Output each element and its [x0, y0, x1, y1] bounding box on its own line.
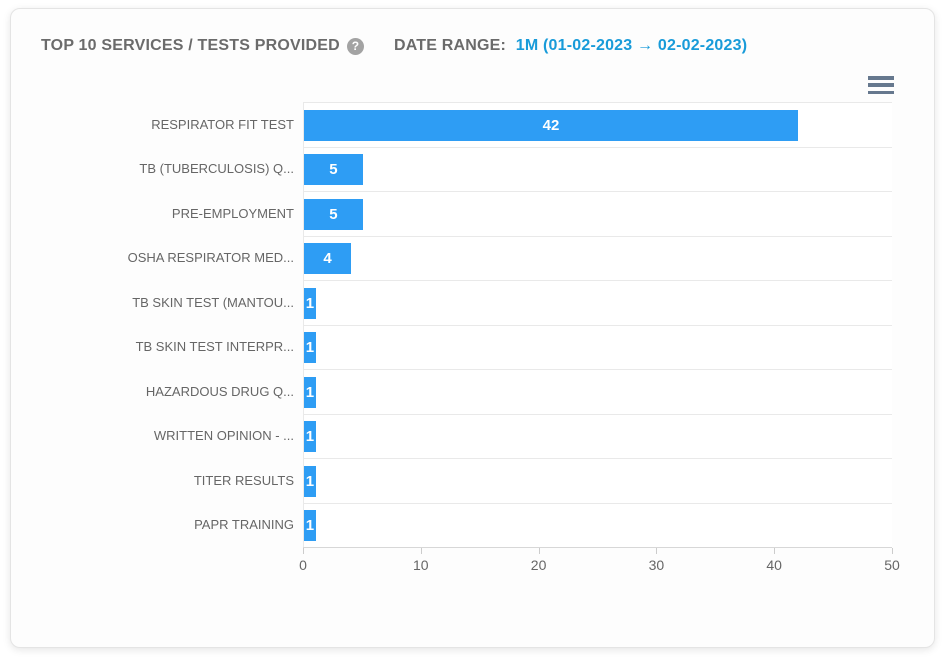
bar-value-label: 1	[305, 339, 315, 356]
x-axis-tick-label: 30	[648, 557, 665, 573]
chart-bar-row: HAZARDOUS DRUG Q... 1	[41, 369, 892, 414]
bar-value-label: 4	[323, 250, 332, 267]
bar-track: 1	[303, 413, 892, 458]
x-axis-tick	[656, 548, 658, 554]
question-mark-icon[interactable]: ?	[346, 37, 364, 55]
category-label: PAPR TRAINING	[194, 517, 294, 533]
chart-rows: RESPIRATOR FIT TEST 42 TB (TUBERCULOSIS) Q…	[41, 102, 892, 547]
bar-value-label: 1	[305, 472, 315, 490]
bar-track: 1	[303, 458, 892, 503]
category-label: PRE-EMPLOYMENT	[171, 205, 294, 221]
x-axis-tick-label: 20	[530, 557, 547, 573]
x-axis-tick-label: 40	[766, 557, 782, 573]
bar-value-label: 1	[305, 383, 315, 401]
bar[interactable]: 1	[304, 421, 316, 452]
bar-track: 1	[303, 369, 892, 414]
chart-bar-row: TB SKIN TEST INTERPR... 1	[41, 324, 892, 369]
x-axis-tick	[303, 548, 304, 554]
category-label: TITER RESULTS	[193, 472, 294, 488]
x-axis-track: 0 10 20 30 40 50	[299, 547, 900, 589]
x-axis-tick	[420, 548, 422, 554]
bar-value-label: 1	[305, 428, 315, 445]
bar-track: 1	[303, 324, 892, 369]
chart-bar-row: PAPR TRAINING 1	[41, 502, 892, 547]
category-label: HAZARDOUS DRUG Q...	[145, 383, 294, 399]
chart-bar-row: OSHA RESPIRATOR MED... 4	[41, 235, 892, 280]
bar-value-label: 1	[305, 517, 315, 534]
hamburger-menu-icon[interactable]	[868, 76, 894, 94]
date-range: DATE RANGE: 1M (01-02-2023 → 02-02-2023)	[394, 37, 747, 55]
bar[interactable]: 42	[304, 109, 798, 141]
x-axis-tick	[892, 548, 893, 554]
date-range-value: 1M (01-02-2023 → 02-02-2023)	[515, 37, 748, 54]
card-header: TOP 10 SERVICES / TESTS PROVIDED ? DATE …	[11, 9, 934, 55]
bar-chart: RESPIRATOR FIT TEST 42 TB (TUBERCULOSIS) Q…	[11, 102, 934, 589]
x-axis-tick	[538, 548, 540, 554]
bar[interactable]: 1	[304, 465, 316, 497]
category-label: OSHA RESPIRATOR MED...	[127, 250, 294, 266]
bar-track: 5	[303, 191, 892, 236]
category-label: TB (TUBERCULOSIS) Q...	[139, 161, 294, 177]
bar-value-label: 1	[305, 294, 315, 312]
panel-title-text: TOP 10 SERVICES / TESTS PROVIDED	[41, 37, 340, 54]
bar-track: 42	[303, 102, 892, 147]
bar-track: 1	[303, 502, 892, 547]
bar-track: 5	[303, 146, 892, 191]
chart-bar-row: RESPIRATOR FIT TEST 42	[41, 102, 892, 147]
chart-bar-row: WRITTEN OPINION - ... 1	[41, 413, 892, 458]
category-label: TB SKIN TEST INTERPR...	[135, 339, 294, 355]
bar-value-label: 42	[542, 116, 560, 134]
bar-value-label: 5	[329, 205, 338, 223]
bar[interactable]: 5	[304, 154, 363, 185]
x-axis-tick-label: 50	[884, 557, 900, 573]
chart-bar-row: PRE-EMPLOYMENT 5	[41, 191, 892, 236]
bar[interactable]: 1	[304, 376, 316, 408]
chart-bar-row: TB SKIN TEST (MANTOU... 1	[41, 280, 892, 325]
x-axis-tick-label: 0	[299, 557, 307, 573]
category-label: RESPIRATOR FIT TEST	[151, 116, 294, 132]
chart-card: TOP 10 SERVICES / TESTS PROVIDED ? DATE …	[10, 8, 935, 648]
bar[interactable]: 1	[304, 287, 316, 319]
bar-track: 4	[303, 235, 892, 280]
category-label: TB SKIN TEST (MANTOU...	[132, 294, 294, 310]
bar[interactable]: 5	[304, 198, 363, 230]
bar-track: 1	[303, 280, 892, 325]
category-label: WRITTEN OPINION - ...	[153, 428, 294, 444]
chart-bar-row: TITER RESULTS 1	[41, 458, 892, 503]
x-axis-tick	[774, 548, 776, 554]
chart-bar-row: TB (TUBERCULOSIS) Q... 5	[41, 146, 892, 191]
bar[interactable]: 1	[304, 332, 316, 363]
x-axis-tick-label: 10	[413, 557, 429, 573]
bar[interactable]: 4	[304, 243, 352, 274]
x-axis: 0 10 20 30 40 50	[41, 547, 900, 589]
panel-title: TOP 10 SERVICES / TESTS PROVIDED ?	[41, 37, 364, 55]
bar[interactable]: 1	[304, 510, 316, 541]
date-range-label: DATE RANGE:	[393, 37, 507, 54]
bar-value-label: 5	[329, 161, 338, 178]
